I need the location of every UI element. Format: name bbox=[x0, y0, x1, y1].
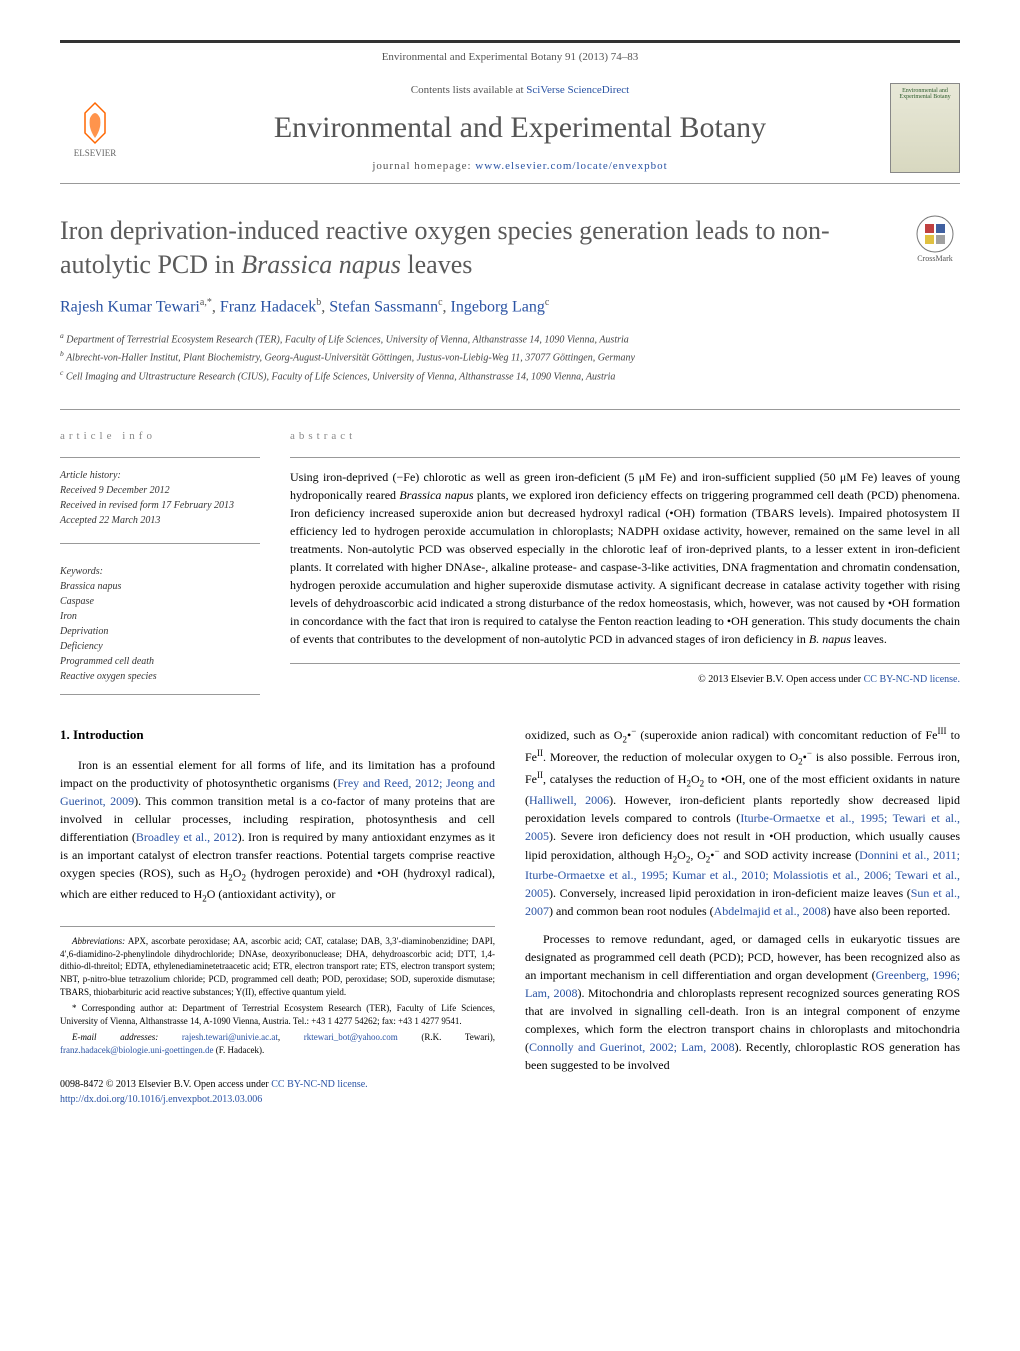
homepage-link[interactable]: www.elsevier.com/locate/envexpbot bbox=[475, 160, 667, 172]
intro-paragraph: Iron is an essential element for all for… bbox=[60, 756, 495, 906]
publisher-name: ELSEVIER bbox=[74, 148, 117, 158]
abbreviations-footnote: Abbreviations: APX, ascorbate peroxidase… bbox=[60, 935, 495, 998]
journal-title: Environmental and Experimental Botany bbox=[150, 111, 890, 145]
contents-text: Contents lists available at bbox=[411, 84, 526, 96]
article-info-head: article info bbox=[60, 430, 260, 442]
keyword: Iron bbox=[60, 609, 260, 624]
keyword: Deficiency bbox=[60, 639, 260, 654]
homepage-label: journal homepage: bbox=[372, 160, 475, 172]
history-received: Received 9 December 2012 bbox=[60, 483, 260, 498]
sciencedirect-link[interactable]: SciVerse ScienceDirect bbox=[526, 84, 629, 96]
abbrev-text: APX, ascorbate peroxidase; AA, ascorbic … bbox=[60, 936, 495, 996]
affiliations: a Department of Terrestrial Ecosystem Re… bbox=[60, 331, 960, 384]
doi-link[interactable]: http://dx.doi.org/10.1016/j.envexpbot.20… bbox=[60, 1094, 262, 1105]
homepage-line: journal homepage: www.elsevier.com/locat… bbox=[150, 160, 890, 172]
doi-license-text: Open access under bbox=[194, 1079, 271, 1090]
article-title: Iron deprivation-induced reactive oxygen… bbox=[60, 214, 890, 282]
email-author-1: (R.K. Tewari), bbox=[421, 1032, 495, 1042]
journal-cover-thumbnail: Environmental and Experimental Botany bbox=[890, 83, 960, 173]
copyright-text: © 2013 Elsevier B.V. bbox=[698, 674, 786, 685]
email-link-3[interactable]: franz.hadacek@biologie.uni-goettingen.de bbox=[60, 1045, 213, 1055]
keywords-label: Keywords: bbox=[60, 564, 260, 579]
crossmark-label: CrossMark bbox=[917, 254, 953, 263]
intro-heading: 1. Introduction bbox=[60, 725, 495, 745]
history-revised: Received in revised form 17 February 201… bbox=[60, 498, 260, 513]
footnotes: Abbreviations: APX, ascorbate peroxidase… bbox=[60, 926, 495, 1056]
keyword: Caspase bbox=[60, 594, 260, 609]
body-paragraph: oxidized, such as O2•− (superoxide anion… bbox=[525, 725, 960, 921]
header-box: ELSEVIER Contents lists available at Sci… bbox=[60, 83, 960, 184]
doi-license-link[interactable]: CC BY-NC-ND license. bbox=[271, 1079, 367, 1090]
email-label: E-mail addresses: bbox=[72, 1032, 158, 1042]
body-paragraph: Processes to remove redundant, aged, or … bbox=[525, 930, 960, 1074]
cover-text: Environmental and Experimental Botany bbox=[895, 88, 955, 100]
history-accepted: Accepted 22 March 2013 bbox=[60, 513, 260, 528]
crossmark-badge[interactable]: CrossMark bbox=[910, 214, 960, 264]
copyright-line: © 2013 Elsevier B.V. Open access under C… bbox=[290, 674, 960, 685]
affiliation-a: a Department of Terrestrial Ecosystem Re… bbox=[60, 331, 960, 347]
license-text: Open access under bbox=[786, 674, 863, 685]
email-link-1[interactable]: rajesh.tewari@univie.ac.at bbox=[182, 1032, 278, 1042]
journal-ref-header: Environmental and Experimental Botany 91… bbox=[60, 40, 960, 63]
doi-block: 0098-8472 © 2013 Elsevier B.V. Open acce… bbox=[60, 1077, 495, 1107]
contents-line: Contents lists available at SciVerse Sci… bbox=[150, 84, 890, 96]
elsevier-logo: ELSEVIER bbox=[60, 88, 130, 168]
keyword: Reactive oxygen species bbox=[60, 669, 260, 684]
body-column-left: 1. Introduction Iron is an essential ele… bbox=[60, 725, 495, 1107]
article-history: Article history: Received 9 December 201… bbox=[60, 457, 260, 544]
issn-text: 0098-8472 © 2013 Elsevier B.V. bbox=[60, 1079, 194, 1090]
history-label: Article history: bbox=[60, 468, 260, 483]
keyword: Programmed cell death bbox=[60, 654, 260, 669]
authors-line: Rajesh Kumar Tewaria,*, Franz Hadacekb, … bbox=[60, 297, 960, 316]
keywords-block: Keywords: Brassica napus Caspase Iron De… bbox=[60, 564, 260, 695]
keyword: Deprivation bbox=[60, 624, 260, 639]
abbrev-label: Abbreviations: bbox=[72, 936, 125, 946]
email-footnote: E-mail addresses: rajesh.tewari@univie.a… bbox=[60, 1031, 495, 1056]
license-link[interactable]: CC BY-NC-ND license. bbox=[864, 674, 960, 685]
corresp-label: * Corresponding author at: bbox=[72, 1003, 177, 1013]
body-column-right: oxidized, such as O2•− (superoxide anion… bbox=[525, 725, 960, 1107]
keyword: Brassica napus bbox=[60, 579, 260, 594]
abstract-head: abstract bbox=[290, 430, 960, 442]
email-author-2: (F. Hadacek). bbox=[216, 1045, 265, 1055]
affiliation-c: c Cell Imaging and Ultrastructure Resear… bbox=[60, 368, 960, 384]
affiliation-b: b Albrecht-von-Haller Institut, Plant Bi… bbox=[60, 349, 960, 365]
abstract-text: Using iron-deprived (−Fe) chlorotic as w… bbox=[290, 457, 960, 664]
corresponding-author-footnote: * Corresponding author at: Department of… bbox=[60, 1002, 495, 1027]
email-link-2[interactable]: rktewari_bot@yahoo.com bbox=[304, 1032, 398, 1042]
